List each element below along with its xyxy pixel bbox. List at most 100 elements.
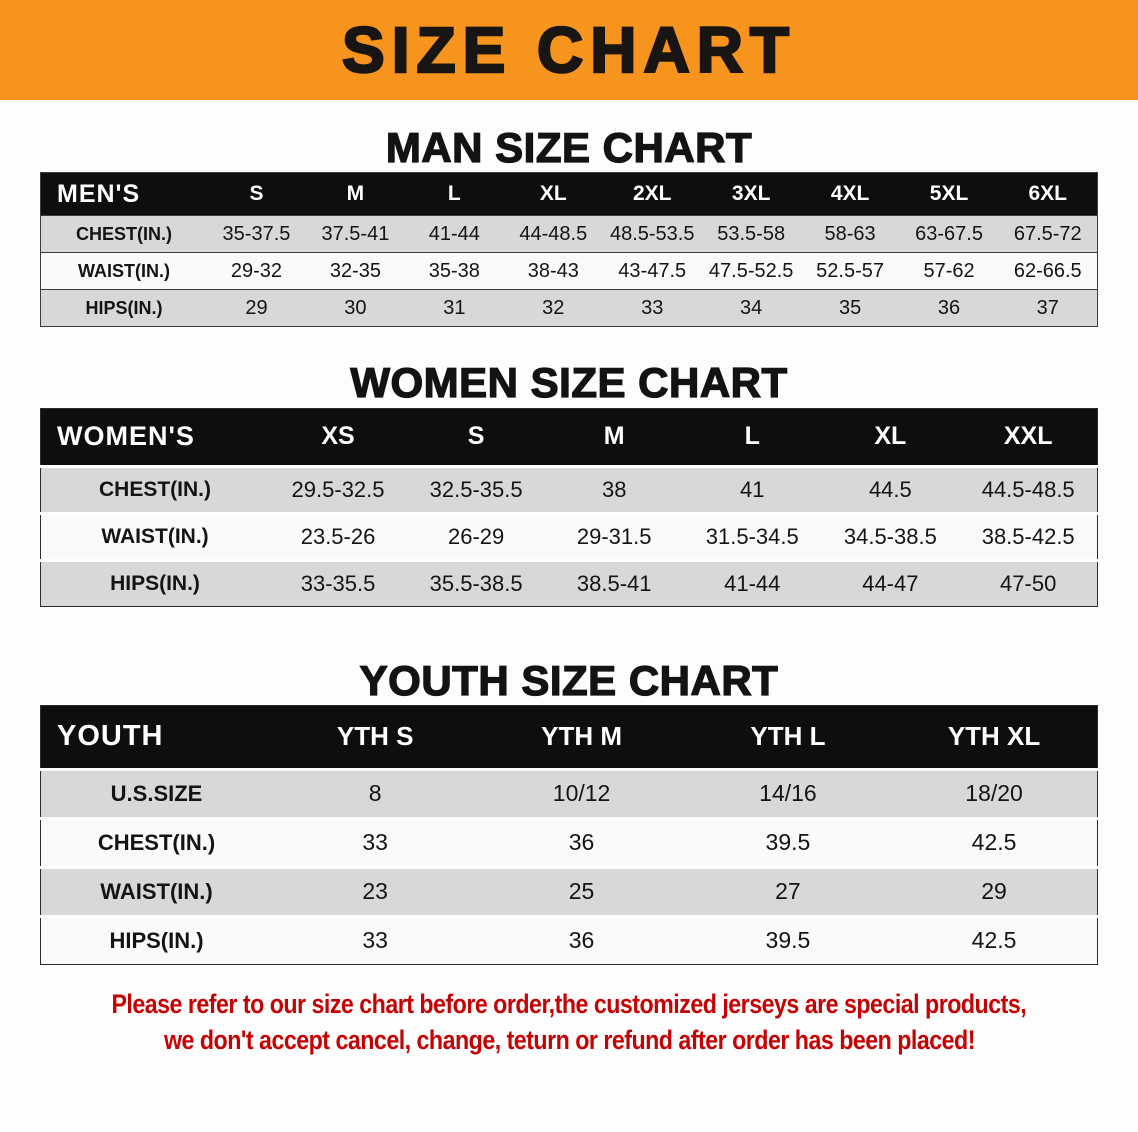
measurement-value: 67.5-72 — [998, 215, 1098, 254]
measurement-value: 36 — [899, 289, 999, 328]
measurement-value: 41-44 — [683, 560, 822, 607]
measurement-value: 10/12 — [478, 769, 685, 820]
youth-size-table: YOUTH YTH S YTH M YTH L YTH XL U.S.SIZE 8 10/12… — [40, 704, 1098, 965]
size-header-row: MEN'S S M L XL 2XL 3XL 4XL 5XL 6XL — [40, 172, 1098, 217]
measurement-value: 37.5-41 — [305, 215, 405, 254]
size-column-header: S — [407, 408, 546, 468]
measurement-label: WAIST(IN.) — [40, 867, 272, 918]
measurement-value: 23 — [272, 867, 479, 918]
measurement-value: 44.5-48.5 — [959, 466, 1098, 515]
size-chart-banner: SIZE CHART — [0, 0, 1138, 100]
measurement-value: 41-44 — [404, 215, 504, 254]
size-column-header: 6XL — [998, 172, 1098, 217]
size-column-header: XXL — [959, 408, 1098, 468]
disclaimer-line-2: we don't accept cancel, change, teturn o… — [163, 1024, 975, 1055]
measurement-value: 35-37.5 — [207, 215, 306, 254]
measurement-value: 8 — [272, 769, 479, 820]
women-size-section: WOMEN SIZE CHART WOMEN'S XS S M L XL XXL CHEST(… — [0, 327, 1138, 607]
measurement-value: 29 — [891, 867, 1098, 918]
measurement-value: 35.5-38.5 — [407, 560, 546, 607]
size-column-header: XL — [503, 172, 603, 217]
measurement-value: 33-35.5 — [269, 560, 408, 607]
measurement-label: CHEST(IN.) — [40, 215, 207, 254]
measurement-row: HIPS(IN.) 33 36 39.5 42.5 — [40, 916, 1098, 965]
measurement-row: HIPS(IN.) 33-35.5 35.5-38.5 38.5-41 41-44 44-… — [40, 560, 1098, 607]
size-chart-page: SIZE CHART MAN SIZE CHART MEN'S S M L XL 2XL 3… — [0, 0, 1138, 1056]
measurement-value: 32 — [503, 289, 603, 328]
size-column-header: 5XL — [899, 172, 999, 217]
men-section-heading: MAN SIZE CHART — [385, 123, 753, 171]
measurement-value: 42.5 — [891, 818, 1098, 869]
size-column-header: YTH S — [272, 705, 479, 771]
measurement-value: 29-31.5 — [545, 513, 684, 562]
size-column-header: L — [683, 408, 822, 468]
measurement-value: 34.5-38.5 — [821, 513, 960, 562]
measurement-value: 38.5-42.5 — [959, 513, 1098, 562]
measurement-value: 47.5-52.5 — [701, 252, 801, 291]
banner-title: SIZE CHART — [341, 14, 796, 86]
measurement-value: 34 — [701, 289, 801, 328]
measurement-value: 43-47.5 — [602, 252, 702, 291]
size-column-header: YTH M — [478, 705, 685, 771]
measurement-value: 44-47 — [821, 560, 960, 607]
measurement-value: 38.5-41 — [545, 560, 684, 607]
measurement-value: 25 — [478, 867, 685, 918]
measurement-value: 35-38 — [404, 252, 504, 291]
size-column-header: YTH L — [684, 705, 892, 771]
measurement-value: 52.5-57 — [800, 252, 900, 291]
measurement-value: 38-43 — [503, 252, 603, 291]
measurement-value: 57-62 — [899, 252, 999, 291]
disclaimer-line-1: Please refer to our size chart before or… — [111, 988, 1027, 1019]
measurement-value: 31.5-34.5 — [683, 513, 822, 562]
measurement-value: 29.5-32.5 — [269, 466, 408, 515]
measurement-value: 18/20 — [891, 769, 1098, 820]
measurement-row: WAIST(IN.) 29-32 32-35 35-38 38-43 43-47.5 47.… — [40, 252, 1098, 291]
measurement-label: WAIST(IN.) — [40, 252, 207, 291]
measurement-label: HIPS(IN.) — [40, 560, 269, 607]
measurement-value: 26-29 — [407, 513, 546, 562]
measurement-value: 32-35 — [305, 252, 405, 291]
size-column-header: 2XL — [602, 172, 702, 217]
youth-size-section: YOUTH SIZE CHART YOUTH YTH S YTH M YTH L YTH… — [0, 607, 1138, 965]
measurement-value: 14/16 — [684, 769, 892, 820]
size-column-header: M — [305, 172, 405, 217]
size-column-header: L — [404, 172, 504, 217]
disclaimer: Please refer to our size chart before or… — [0, 989, 1138, 1056]
measurement-value: 53.5-58 — [701, 215, 801, 254]
table-title-cell: YOUTH — [40, 705, 272, 771]
table-title-cell: WOMEN'S — [40, 408, 269, 468]
measurement-value: 31 — [404, 289, 504, 328]
measurement-row: CHEST(IN.) 29.5-32.5 32.5-35.5 38 41 44.5 44.5… — [40, 466, 1098, 515]
size-column-header: 4XL — [800, 172, 900, 217]
size-column-header: M — [545, 408, 684, 468]
measurement-value: 42.5 — [891, 916, 1098, 965]
measurement-row: CHEST(IN.) 33 36 39.5 42.5 — [40, 818, 1098, 869]
measurement-value: 36 — [478, 818, 685, 869]
measurement-value: 39.5 — [684, 818, 892, 869]
measurement-label: CHEST(IN.) — [40, 466, 269, 515]
measurement-value: 37 — [998, 289, 1098, 328]
measurement-row: WAIST(IN.) 23.5-26 26-29 29-31.5 31.5-34.5 34… — [40, 513, 1098, 562]
size-header-row: YOUTH YTH S YTH M YTH L YTH XL — [40, 705, 1098, 771]
measurement-value: 30 — [305, 289, 405, 328]
measurement-value: 35 — [800, 289, 900, 328]
measurement-value: 29 — [207, 289, 306, 328]
measurement-label: U.S.SIZE — [40, 769, 272, 820]
size-column-header: XS — [269, 408, 408, 468]
size-column-header: S — [207, 172, 306, 217]
measurement-row: WAIST(IN.) 23 25 27 29 — [40, 867, 1098, 918]
measurement-value: 32.5-35.5 — [407, 466, 546, 515]
measurement-value: 33 — [272, 916, 479, 965]
men-size-section: MAN SIZE CHART MEN'S S M L XL 2XL 3XL 4XL 5XL 6XL… — [0, 100, 1138, 328]
measurement-row: U.S.SIZE 8 10/12 14/16 18/20 — [40, 769, 1098, 820]
size-column-header: XL — [821, 408, 960, 468]
measurement-value: 44-48.5 — [503, 215, 603, 254]
measurement-value: 62-66.5 — [998, 252, 1098, 291]
table-title-cell: MEN'S — [40, 172, 207, 217]
measurement-value: 36 — [478, 916, 685, 965]
women-size-table: WOMEN'S XS S M L XL XXL CHEST(IN.) 29.5-32.5 32.5… — [40, 407, 1098, 607]
measurement-value: 44.5 — [821, 466, 960, 515]
youth-section-heading: YOUTH SIZE CHART — [359, 656, 779, 704]
measurement-value: 29-32 — [207, 252, 306, 291]
measurement-value: 47-50 — [959, 560, 1098, 607]
